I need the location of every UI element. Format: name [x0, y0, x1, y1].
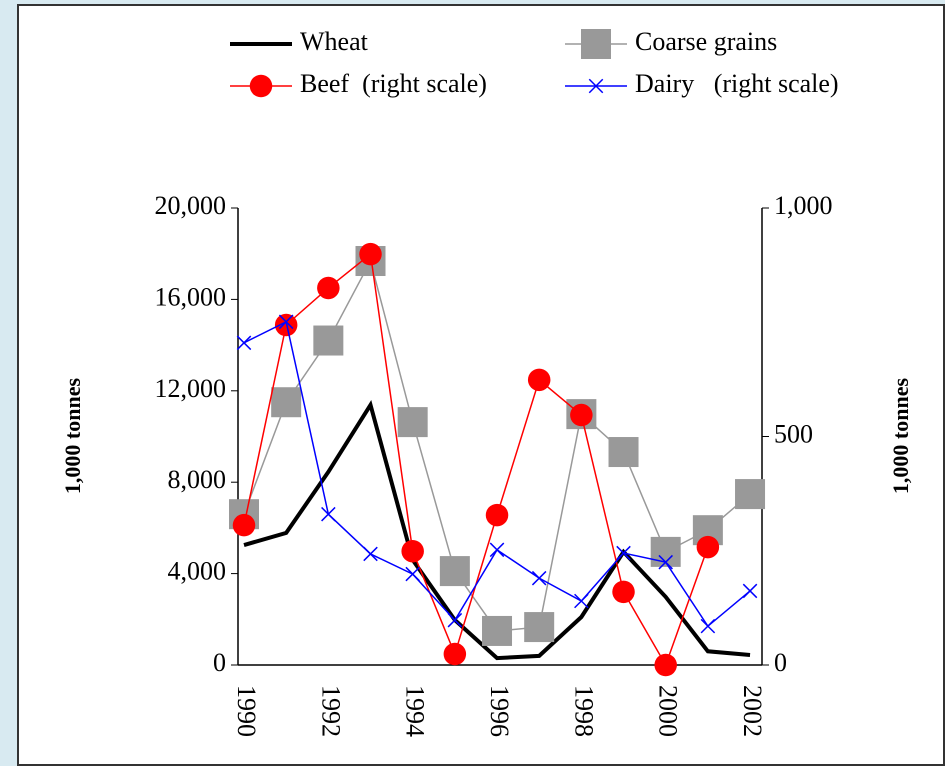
- legend-label: Coarse grains: [635, 27, 777, 56]
- y-tick-label: 12,000: [155, 374, 227, 403]
- legend-marker: [249, 74, 273, 98]
- marker: [658, 554, 673, 570]
- marker: [612, 580, 635, 604]
- x-tick-label: 1994: [401, 685, 430, 737]
- marker: [524, 612, 555, 643]
- y-tick-label: 20,000: [155, 191, 227, 220]
- y2-axis-label: 1,000 tonnes: [888, 378, 913, 495]
- legend-marker: [588, 78, 604, 94]
- y2-tick-label: 1,000: [774, 191, 833, 220]
- y2-tick-label: 0: [774, 648, 787, 677]
- marker: [654, 653, 677, 677]
- marker: [359, 242, 382, 266]
- marker: [696, 535, 720, 559]
- marker: [271, 387, 302, 418]
- legend-label: Dairy (right scale): [635, 69, 839, 98]
- legend-label: Beef (right scale): [300, 69, 487, 98]
- marker: [317, 276, 340, 300]
- marker: [363, 546, 378, 562]
- marker: [401, 539, 424, 563]
- legend-label: Wheat: [300, 27, 369, 56]
- y-tick-label: 16,000: [155, 282, 227, 311]
- series-line: [243, 400, 751, 661]
- marker: [489, 542, 505, 558]
- marker: [482, 615, 513, 646]
- marker: [616, 545, 631, 561]
- marker: [608, 437, 639, 468]
- x-tick-label: 1990: [232, 685, 261, 737]
- marker: [574, 593, 589, 609]
- marker: [570, 403, 593, 427]
- y-tick-label: 0: [213, 648, 226, 677]
- marker: [527, 368, 551, 392]
- y-axis-label: 1,000 tonnes: [60, 378, 85, 495]
- y2-tick-label: 500: [774, 419, 813, 448]
- marker: [278, 314, 294, 330]
- marker: [313, 325, 344, 356]
- x-tick-label: 2000: [654, 685, 683, 737]
- marker: [321, 506, 336, 522]
- marker: [443, 642, 467, 666]
- legend-marker: [581, 29, 611, 59]
- marker: [735, 479, 766, 510]
- chart-frame: [17, 4, 945, 766]
- marker: [485, 503, 509, 527]
- x-tick-label: 2002: [738, 685, 767, 737]
- x-tick-label: 1996: [485, 685, 514, 737]
- marker: [397, 407, 428, 438]
- marker: [447, 612, 463, 628]
- y-tick-label: 8,000: [168, 465, 227, 494]
- marker: [700, 618, 716, 634]
- marker: [236, 335, 252, 351]
- x-tick-label: 1992: [316, 685, 345, 737]
- marker: [405, 566, 420, 582]
- x-tick-label: 1998: [569, 685, 598, 737]
- marker: [531, 570, 547, 586]
- y-tick-label: 4,000: [168, 557, 227, 586]
- marker: [742, 583, 758, 599]
- marker: [439, 556, 470, 587]
- marker: [232, 513, 256, 537]
